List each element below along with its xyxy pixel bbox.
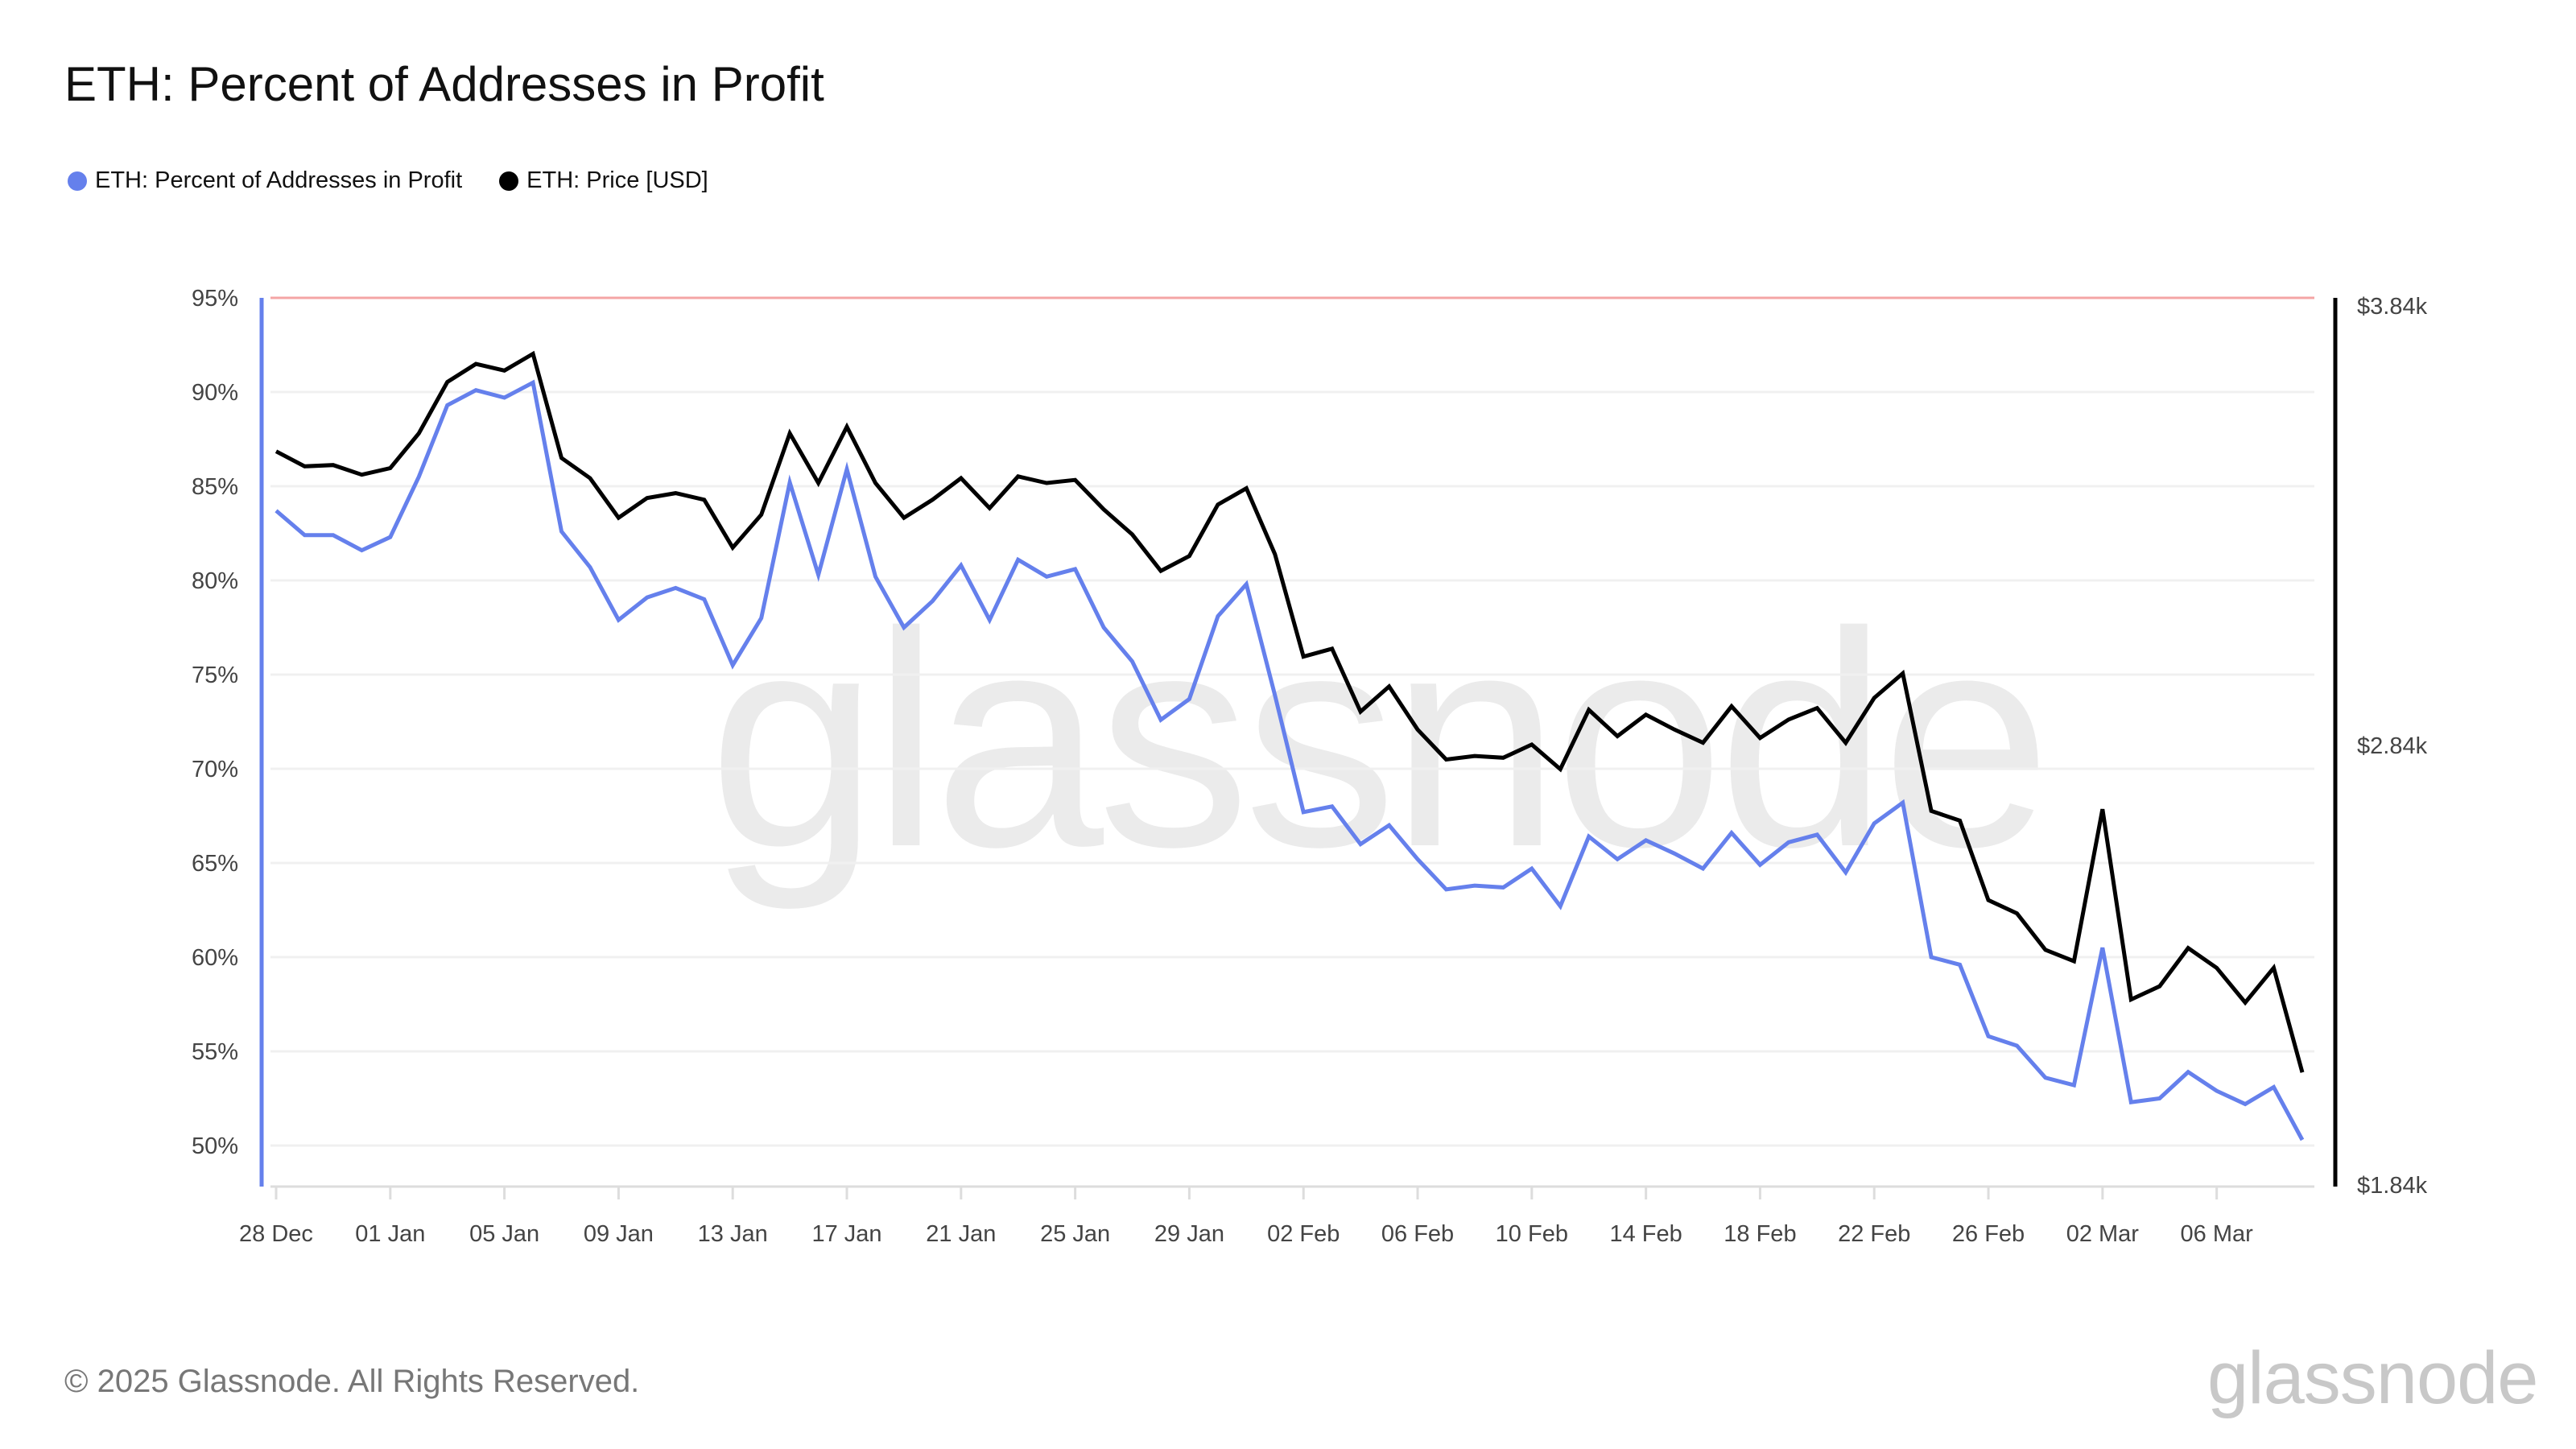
x-tick-label: 14 Feb bbox=[1609, 1221, 1682, 1247]
x-tick-label: 21 Jan bbox=[926, 1221, 996, 1247]
watermark: glassnode bbox=[708, 568, 2051, 910]
y-tick-label: 80% bbox=[192, 568, 238, 594]
x-tick-label: 02 Mar bbox=[2066, 1221, 2140, 1247]
x-tick-label: 22 Feb bbox=[1838, 1221, 1910, 1247]
y-tick-label: 90% bbox=[192, 380, 238, 406]
x-tick-label: 05 Jan bbox=[469, 1221, 539, 1247]
x-tick-label: 02 Feb bbox=[1267, 1221, 1340, 1247]
y-tick-label: 55% bbox=[192, 1039, 238, 1065]
y-tick-label: 95% bbox=[192, 286, 238, 312]
x-tick-label: 01 Jan bbox=[355, 1221, 425, 1247]
x-tick-label: 10 Feb bbox=[1496, 1221, 1568, 1247]
legend-item-price[interactable]: ETH: Price [USD] bbox=[499, 167, 708, 194]
legend-label: ETH: Percent of Addresses in Profit bbox=[95, 167, 463, 193]
glassnode-logo: glassnode bbox=[2207, 1337, 2538, 1419]
copyright: © 2025 Glassnode. All Rights Reserved. bbox=[64, 1364, 640, 1399]
y-tick-label: 65% bbox=[192, 851, 238, 877]
y-right-tick-label: $2.84k bbox=[2357, 733, 2428, 759]
y-tick-label: 60% bbox=[192, 945, 238, 971]
y-tick-label: 75% bbox=[192, 663, 238, 688]
y-tick-label: 50% bbox=[192, 1133, 238, 1159]
percent-in-profit-line bbox=[275, 379, 2305, 1141]
price-line bbox=[275, 350, 2305, 1073]
x-tick-label: 26 Feb bbox=[1952, 1221, 2025, 1247]
x-tick-label: 25 Jan bbox=[1040, 1221, 1110, 1247]
legend-label: ETH: Price [USD] bbox=[526, 167, 708, 193]
y-tick-label: 85% bbox=[192, 474, 238, 500]
chart-title: ETH: Percent of Addresses in Profit bbox=[64, 57, 824, 111]
x-tick-label: 28 Dec bbox=[239, 1221, 313, 1247]
legend: ETH: Percent of Addresses in Profit ETH:… bbox=[68, 167, 708, 194]
x-tick-label: 09 Jan bbox=[584, 1221, 654, 1247]
x-tick-label: 13 Jan bbox=[698, 1221, 768, 1247]
y-right-tick-label: $3.84k bbox=[2357, 294, 2428, 320]
x-tick-label: 06 Mar bbox=[2181, 1221, 2254, 1247]
x-tick-label: 18 Feb bbox=[1724, 1221, 1796, 1247]
legend-dot-icon bbox=[499, 171, 519, 191]
legend-dot-icon bbox=[68, 171, 87, 191]
legend-item-percent[interactable]: ETH: Percent of Addresses in Profit bbox=[68, 167, 462, 194]
x-tick-label: 06 Feb bbox=[1381, 1221, 1454, 1247]
y-tick-label: 70% bbox=[192, 757, 238, 782]
x-tick-label: 17 Jan bbox=[811, 1221, 881, 1247]
y-right-tick-label: $1.84k bbox=[2357, 1173, 2428, 1199]
x-tick-label: 29 Jan bbox=[1154, 1221, 1224, 1247]
